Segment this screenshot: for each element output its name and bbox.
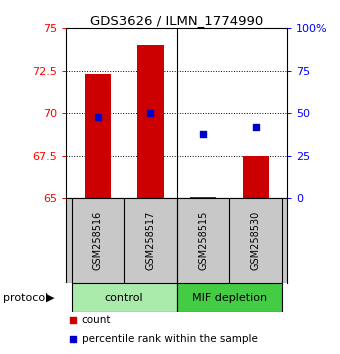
Text: percentile rank within the sample: percentile rank within the sample [82,334,258,344]
Bar [71,283,177,312]
Bar [137,45,164,198]
Title: GDS3626 / ILMN_1774990: GDS3626 / ILMN_1774990 [90,14,264,27]
Bar [85,74,111,198]
Point [70,337,75,342]
Text: ▶: ▶ [46,293,54,303]
Text: GSM258516: GSM258516 [93,211,103,270]
Text: count: count [82,315,111,325]
Text: GSM258517: GSM258517 [146,211,155,270]
Text: control: control [105,293,143,303]
Bar [242,156,269,198]
Point [253,124,258,130]
Text: GSM258515: GSM258515 [198,211,208,270]
Text: MIF depletion: MIF depletion [192,293,267,303]
Text: protocol: protocol [3,293,49,303]
Bar [190,196,216,198]
Point [148,110,153,116]
Text: GSM258530: GSM258530 [251,211,261,270]
Bar [177,283,282,312]
Point [95,114,101,120]
Point [70,317,75,323]
Point [200,131,206,137]
